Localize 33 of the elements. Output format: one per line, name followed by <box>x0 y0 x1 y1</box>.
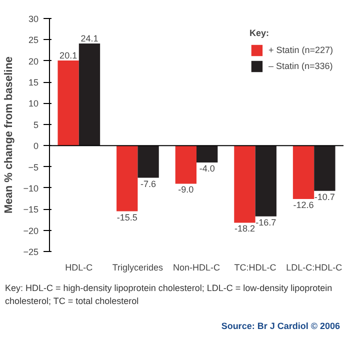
text: -18.2 <box>234 224 255 234</box>
y-tick-label: −20 <box>23 226 39 236</box>
y-tick-label: 5 <box>33 120 39 130</box>
legend-label: – Statin (n=336) <box>268 61 333 71</box>
y-tick-label: 10 <box>28 98 39 109</box>
y-tick-label: 20 <box>28 56 39 66</box>
text: -15.5 <box>116 212 138 222</box>
x-tick-label: TC:HDL-C <box>234 262 277 272</box>
y-tick-label: −5 <box>28 162 39 172</box>
y-tick-label: −10 <box>23 183 39 194</box>
legend-label: + Statin (n=227) <box>268 45 333 55</box>
y-tick-label: 0 <box>33 141 39 152</box>
text: 20.1 <box>60 50 78 60</box>
y-tick-label: −25 <box>23 247 39 257</box>
text: -12.6 <box>293 200 314 210</box>
x-tick-label: Triglycerides <box>112 262 164 272</box>
y-tick-label: 15 <box>28 78 39 88</box>
x-tick-label: LDL-C:HDL-C <box>286 262 343 272</box>
y-tick-label: −15 <box>23 204 39 215</box>
y-tick-label: 30 <box>28 14 39 24</box>
legend-title: Key: <box>249 28 270 38</box>
y-tick-label: 25 <box>28 35 39 46</box>
y-axis-title: Mean % change from baseline <box>3 56 16 214</box>
text: -10.7 <box>314 192 335 202</box>
text: -16.7 <box>256 217 276 228</box>
source-note: Source: Br J Cardiol © 2006 <box>221 320 340 333</box>
x-tick-label: Non-HDL-C <box>172 262 221 272</box>
text: -9.0 <box>178 184 194 195</box>
text: -7.6 <box>140 178 156 189</box>
x-tick-label: HDL-C <box>65 262 94 272</box>
text: -4.0 <box>199 164 215 174</box>
text: 24.1 <box>80 33 98 44</box>
text: Key: HDL-C = high-density lipoprotein cholesterol; LDL-C = low-density lipoprotein cholesterol; TC = total cholesterol <box>5 282 334 308</box>
